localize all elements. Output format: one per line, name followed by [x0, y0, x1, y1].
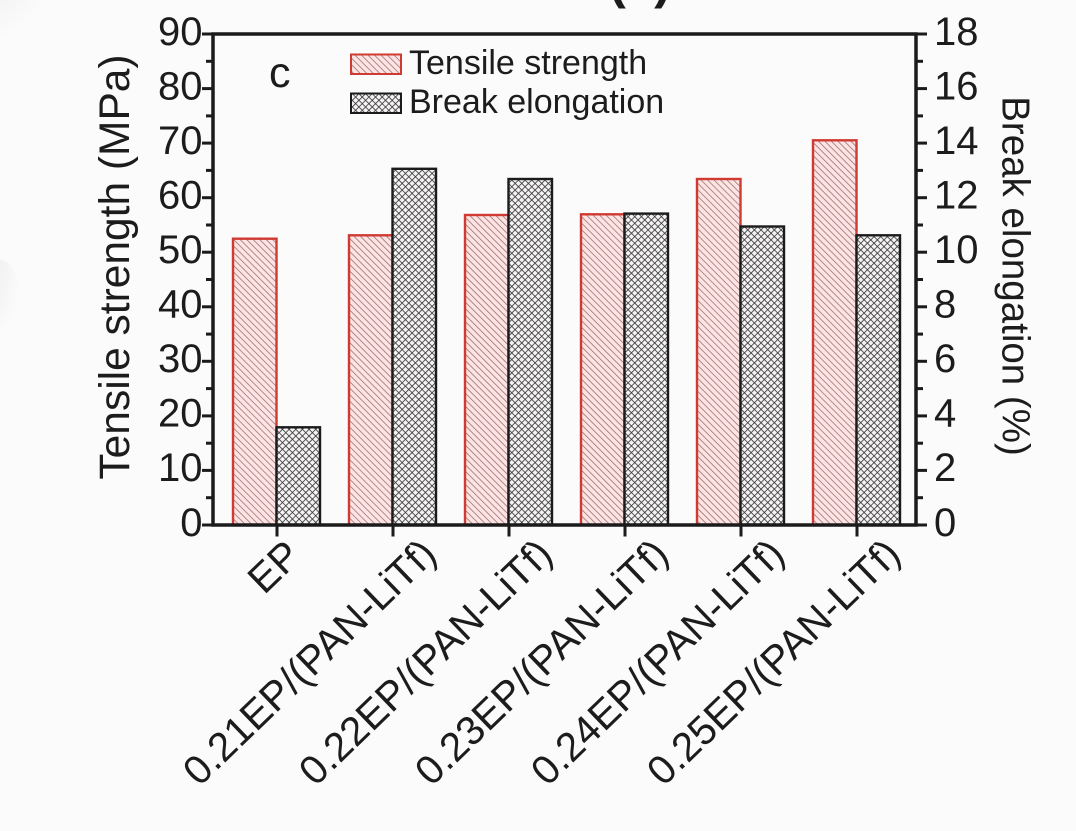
svg-text:6: 6 — [934, 337, 956, 381]
svg-text:16: 16 — [934, 64, 979, 108]
svg-text:40: 40 — [158, 283, 203, 327]
svg-text:30: 30 — [158, 337, 203, 381]
svg-text:90: 90 — [158, 10, 203, 54]
svg-text:4: 4 — [934, 392, 956, 436]
svg-text:60: 60 — [158, 174, 203, 218]
svg-text:12: 12 — [934, 174, 979, 218]
svg-text:18: 18 — [934, 10, 979, 54]
svg-text:Break elongation: Break elongation — [409, 83, 664, 121]
svg-text:Tensile strength (MPa): Tensile strength (MPa) — [92, 54, 139, 479]
svg-text:c: c — [269, 49, 291, 97]
svg-text:8: 8 — [934, 283, 956, 327]
svg-text:50: 50 — [158, 228, 203, 272]
svg-text:10: 10 — [158, 446, 203, 490]
svg-text:0: 0 — [180, 501, 202, 545]
svg-text:70: 70 — [158, 119, 203, 163]
svg-text:(c): (c) — [609, 0, 671, 9]
svg-text:Break elongation (%): Break elongation (%) — [994, 96, 1037, 456]
svg-text:14: 14 — [934, 119, 979, 163]
svg-text:0: 0 — [934, 501, 956, 545]
svg-text:20: 20 — [158, 392, 203, 436]
svg-text:2: 2 — [934, 446, 956, 490]
svg-text:Tensile strength: Tensile strength — [409, 44, 647, 82]
svg-text:10: 10 — [934, 228, 979, 272]
svg-text:80: 80 — [158, 64, 203, 108]
